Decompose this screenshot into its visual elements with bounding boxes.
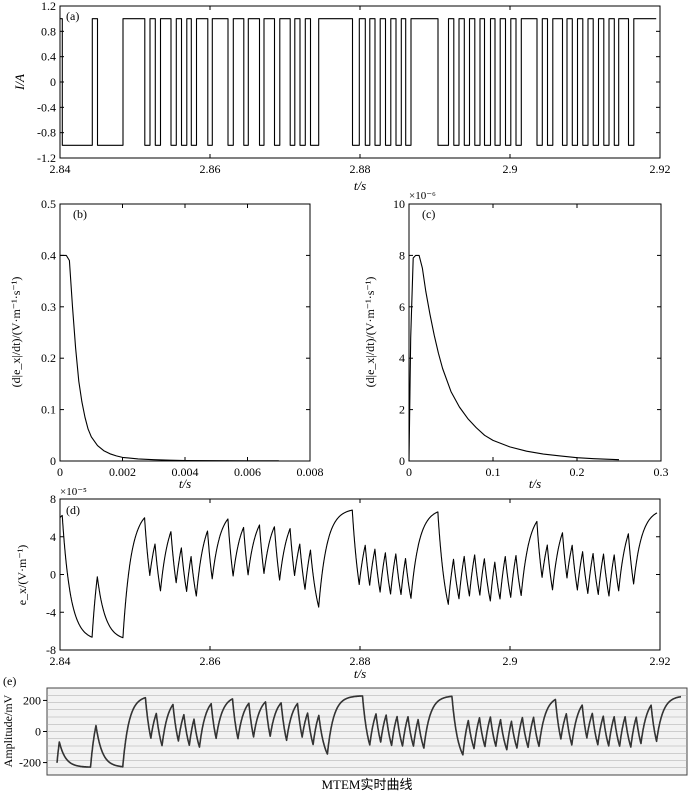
panel-b-xtick-label-2: 0.004 — [172, 465, 199, 479]
panel-e-mtem-realtime: 200 0 -200 (e) Amplitude/mV MTEM实时曲线 — [1, 674, 688, 792]
panel-c-derivative-line — [408, 254, 620, 462]
panel-a-ytick-label-6: -1.2 — [37, 151, 56, 165]
panel-d-ytick-label-1: 4 — [50, 530, 56, 544]
panel-b-xtick-label-3: 0.006 — [234, 465, 261, 479]
panel-c-derivative: 0 0.1 0.2 0.3 10 8 6 4 2 0 (c) ×10⁻⁶ t/s (d|e_x|/… — [363, 190, 669, 491]
panel-d-xtick-label-3: 2.9 — [503, 654, 518, 668]
panel-d-electric-field: 2.84 2.86 2.88 2.9 2.92 8 4 0 -4 -8 (d) ×10⁻⁵ t/s… — [15, 486, 671, 681]
panel-d-ytick-label-2: 0 — [50, 568, 56, 582]
panel-b-xtick-label-1: 0.002 — [109, 465, 136, 479]
panel-a-ylabel: I/A — [12, 74, 27, 91]
panel-c-ytick-label-3: 4 — [399, 351, 405, 365]
panel-b-ytick-label-2: 0.3 — [41, 300, 56, 314]
panel-b-label: (b) — [73, 207, 87, 221]
panel-a-ytick-label-1: 0.8 — [41, 24, 56, 38]
panel-d-ytick-label-3: -4 — [46, 605, 56, 619]
panel-d-xtick-label-0: 2.84 — [50, 654, 71, 668]
panel-a-ytick-label-0: 1.2 — [41, 0, 56, 13]
panel-e-ticks: 200 0 -200 — [19, 693, 47, 770]
panel-d-xlabel: t/s — [354, 666, 366, 681]
panel-a-ticks: 2.84 2.86 2.88 2.9 2.92 1.2 0.8 0.4 0 -0.4 -0.8 -1.… — [37, 0, 671, 176]
panel-b-ytick-label-3: 0.2 — [41, 351, 56, 365]
panel-d-xtick-label-4: 2.92 — [650, 654, 671, 668]
panel-c-ytick-label-2: 6 — [399, 300, 405, 314]
panel-a-current-line — [60, 18, 657, 146]
panel-b-ytick-label-5: 0 — [50, 454, 56, 468]
panel-c-ytick-label-0: 10 — [393, 197, 405, 211]
panel-b-frame — [59, 203, 311, 462]
panel-c-xtick-label-2: 0.2 — [570, 465, 585, 479]
panel-b-ytick-label-0: 0.5 — [41, 197, 56, 211]
panel-d-label: (d) — [66, 503, 80, 517]
panel-e-ytick-label-0: 200 — [23, 693, 41, 707]
panel-e-label: (e) — [3, 674, 16, 688]
panel-e-ytick-label-2: -200 — [19, 756, 41, 770]
panel-c-ytick-label-1: 8 — [399, 248, 405, 262]
panel-b-ticks: 0 0.002 0.004 0.006 0.008 0.5 0.4 0.3 0.2 0.1 0 — [41, 197, 324, 479]
panel-a-xtick-label-2: 2.88 — [350, 162, 371, 176]
panel-a-xtick-label-0: 2.84 — [50, 162, 71, 176]
panel-d-xtick-label-1: 2.86 — [200, 654, 221, 668]
panel-c-ytick-label-4: 2 — [399, 403, 405, 417]
panel-a-ytick-label-5: -0.8 — [37, 126, 56, 140]
panel-b-derivative-line — [60, 254, 279, 462]
panel-a-xlabel: t/s — [354, 178, 366, 193]
panel-c-frame — [408, 203, 662, 462]
panel-b-ylabel: (d|e_x|/dt)/(V·m⁻¹·s⁻¹) — [9, 277, 23, 388]
panel-a-label: (a) — [66, 9, 79, 23]
panel-d-xtick-label-2: 2.88 — [350, 654, 371, 668]
panel-d-multiplier: ×10⁻⁵ — [60, 486, 87, 498]
panel-c-xtick-label-1: 0.1 — [486, 465, 501, 479]
panel-b-xtick-label-0: 0 — [57, 465, 63, 479]
panel-b-derivative: 0 0.002 0.004 0.006 0.008 0.5 0.4 0.3 0.2 0.1 0 (b… — [9, 197, 324, 491]
panel-d-ticks: 2.84 2.86 2.88 2.9 2.92 8 4 0 -4 -8 — [46, 492, 671, 668]
panel-d-ylabel: e_x/(V·m⁻¹) — [15, 545, 29, 606]
panel-b-ytick-label-4: 0.1 — [41, 403, 56, 417]
panel-e-ytick-label-1: 0 — [35, 725, 41, 739]
panel-e-ylabel: Amplitude/mV — [1, 694, 15, 767]
panel-a-xtick-label-4: 2.92 — [650, 162, 671, 176]
panel-a-ytick-label-3: 0 — [50, 75, 56, 89]
panel-e-amplitude-line — [56, 695, 682, 768]
panel-d-ytick-label-0: 8 — [50, 492, 56, 506]
panel-c-xlabel: t/s — [529, 476, 541, 491]
panel-e-caption: MTEM实时曲线 — [321, 777, 412, 792]
panel-c-ylabel: (d|e_x|/dt)/(V·m⁻¹·s⁻¹) — [363, 277, 377, 388]
panel-a-current-waveform: 2.84 2.86 2.88 2.9 2.92 1.2 0.8 0.4 0 -0.4 -0.8 -1.… — [12, 0, 671, 193]
panel-d-field-line — [59, 509, 658, 639]
panel-a-ytick-label-2: 0.4 — [41, 50, 56, 64]
panel-c-ticks: 0 0.1 0.2 0.3 10 8 6 4 2 0 — [393, 197, 669, 479]
panel-a-xtick-label-3: 2.9 — [503, 162, 518, 176]
panel-b-ytick-label-1: 0.4 — [41, 248, 56, 262]
panel-b-xtick-label-4: 0.008 — [297, 465, 324, 479]
panel-c-ytick-label-5: 0 — [399, 454, 405, 468]
panel-a-ytick-label-4: -0.4 — [37, 100, 56, 114]
panel-a-xtick-label-1: 2.86 — [200, 162, 221, 176]
panel-c-xtick-label-3: 0.3 — [654, 465, 669, 479]
panel-d-ytick-label-4: -8 — [46, 643, 56, 657]
panel-b-xlabel: t/s — [179, 476, 191, 491]
panel-c-xtick-label-0: 0 — [406, 465, 412, 479]
panel-c-multiplier: ×10⁻⁶ — [409, 190, 436, 202]
panel-c-label: (c) — [422, 207, 435, 221]
